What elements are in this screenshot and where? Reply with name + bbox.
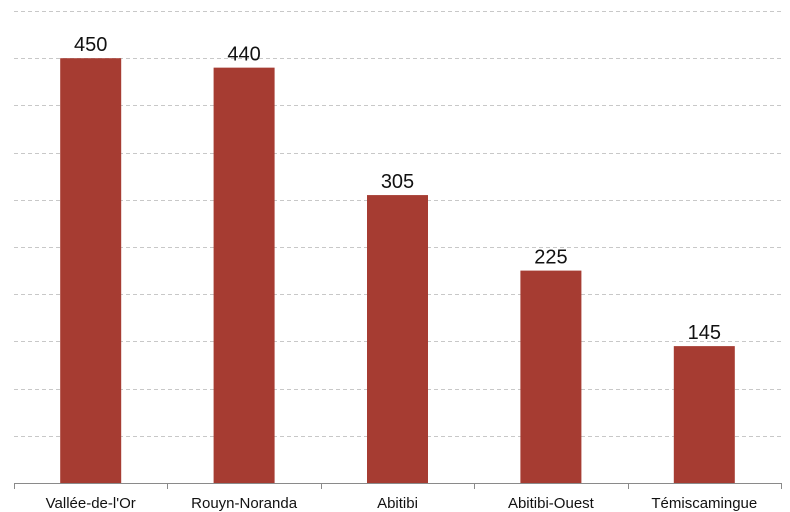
data-label: 225 [534,247,567,269]
bars [60,58,735,483]
x-axis-labels: Vallée-de-l'Or Rouyn-Noranda Abitibi Abitib… [46,495,758,512]
data-label: 305 [381,171,414,193]
bar [214,68,275,483]
data-label: 450 [74,34,107,56]
bar [367,195,428,483]
bar [674,346,735,483]
category-label: Témiscamingue [651,495,757,512]
bar [60,58,121,483]
category-label: Vallée-de-l'Or [46,495,136,512]
category-label: Rouyn-Noranda [191,495,298,512]
data-label: 145 [688,322,721,344]
bar [520,271,581,483]
category-label: Abitibi-Ouest [508,495,595,512]
data-label: 440 [227,44,260,66]
category-label: Abitibi [377,495,418,512]
